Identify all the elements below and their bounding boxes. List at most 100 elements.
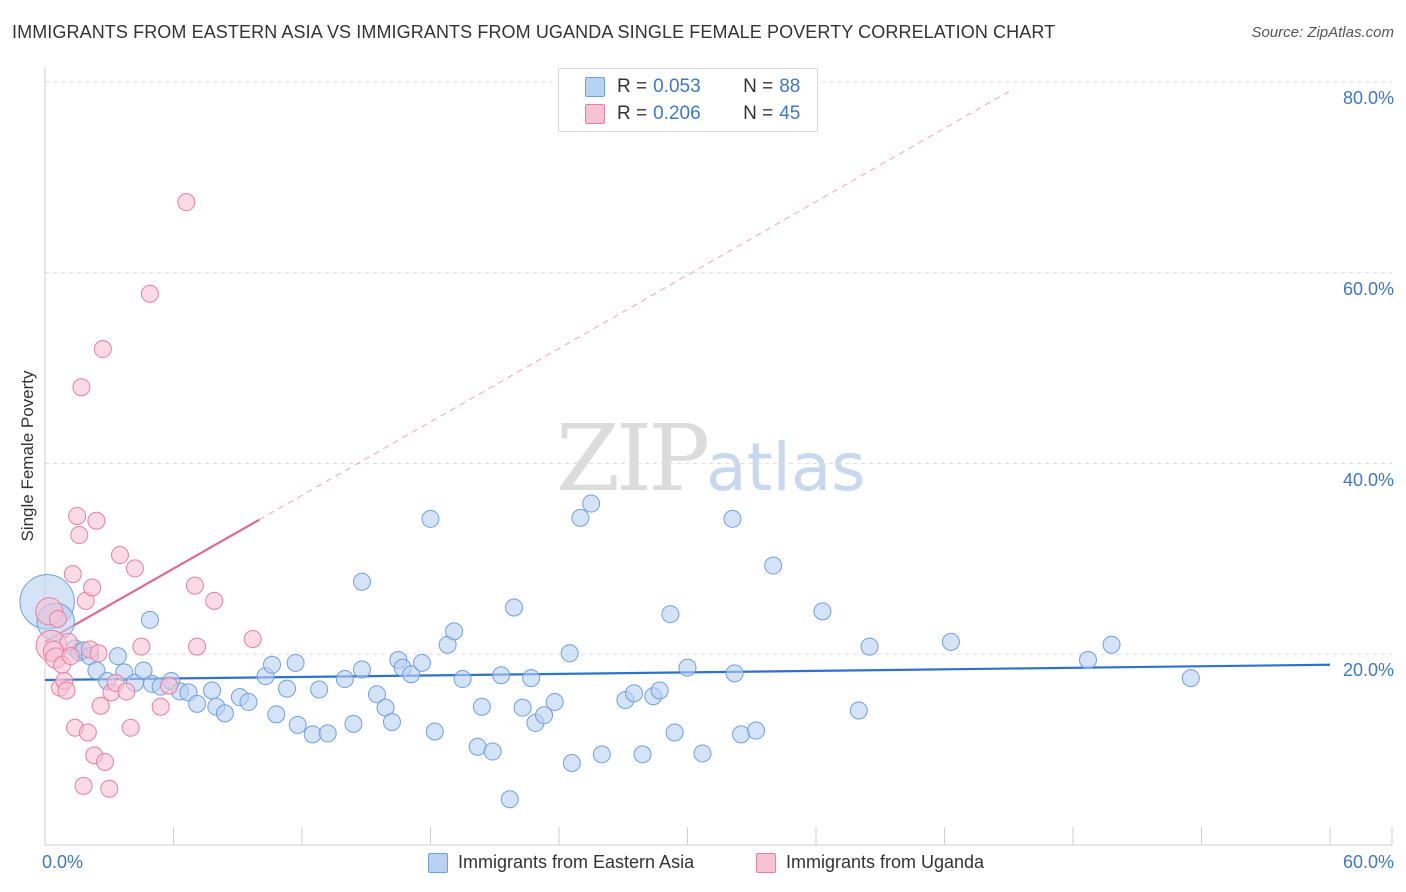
eastern-asia-point: [203, 681, 222, 700]
uganda-point: [160, 676, 179, 695]
eastern-asia-point: [535, 706, 554, 725]
eastern-asia-point: [941, 632, 960, 651]
eastern-asia-point: [665, 723, 684, 742]
uganda-point: [110, 546, 129, 565]
uganda-point: [83, 578, 102, 597]
eastern-asia-point: [633, 745, 652, 764]
eastern-asia-point: [693, 744, 712, 763]
eastern-asia-point: [560, 644, 579, 663]
eastern-asia-point: [650, 681, 669, 700]
eastern-asia-point: [1181, 669, 1200, 688]
eastern-asia-point: [344, 714, 363, 733]
legend-label: Immigrants from Uganda: [786, 852, 985, 872]
uganda-point: [63, 565, 82, 584]
eastern-asia-point: [1078, 650, 1097, 669]
eastern-asia-point: [318, 724, 337, 743]
chart-title: IMMIGRANTS FROM EASTERN ASIA VS IMMIGRAN…: [12, 22, 1056, 42]
watermark-atlas: atlas: [706, 429, 866, 506]
eastern-asia-point: [453, 670, 472, 689]
n-value: 88: [779, 76, 801, 97]
axes: [44, 67, 1393, 846]
legend-item-uganda: Immigrants from Uganda: [756, 852, 984, 873]
eastern-asia-point: [592, 745, 611, 764]
eastern-asia-point: [335, 670, 354, 689]
r-label: R =: [617, 76, 648, 97]
eastern-asia-point: [367, 685, 386, 704]
eastern-asia-point: [215, 704, 234, 723]
pink-swatch: [585, 104, 605, 124]
uganda-point: [243, 629, 262, 648]
eastern-asia-point: [747, 721, 766, 740]
x-tick-label: 60.0%: [1342, 852, 1394, 872]
eastern-asia-point: [239, 692, 258, 711]
eastern-asia-point: [545, 692, 564, 711]
stats-row-uganda: R = 0.206 N = 45: [585, 101, 800, 127]
eastern-asia-point: [303, 725, 322, 744]
x-tick-label: 0.0%: [42, 852, 84, 872]
r-value: 0.206: [653, 103, 701, 124]
uganda-point: [205, 591, 224, 610]
eastern-asia-point: [263, 655, 282, 674]
eastern-asia-point: [562, 753, 581, 772]
eastern-asia-point: [140, 610, 159, 629]
eastern-asia-point: [286, 653, 305, 672]
watermark: ZIPatlas: [556, 405, 866, 512]
eastern-asia-point: [382, 712, 401, 731]
n-label: N =: [743, 76, 774, 97]
pink-swatch: [756, 852, 776, 873]
uganda-point: [121, 718, 140, 737]
legend-label: Immigrants from Eastern Asia: [458, 852, 695, 872]
uganda-point: [70, 526, 89, 545]
eastern-asia-point: [188, 694, 207, 713]
y-axis-label: Single Female Poverty: [18, 370, 37, 542]
eastern-asia-point: [402, 665, 421, 684]
r-label: R =: [617, 103, 648, 124]
uganda-point: [91, 696, 110, 715]
eastern-asia-point: [764, 556, 783, 575]
eastern-asia-point: [421, 509, 440, 528]
eastern-asia-point: [860, 637, 879, 656]
eastern-asia-point: [723, 509, 742, 528]
y-tick-label: 60.0%: [1342, 278, 1394, 299]
uganda-point: [74, 776, 93, 795]
eastern-asia-point: [310, 680, 329, 699]
uganda-point: [100, 779, 119, 798]
uganda-point: [132, 637, 151, 656]
uganda-trend-extension: [258, 91, 1009, 521]
eastern-asia-point: [582, 494, 601, 513]
y-tick-label: 20.0%: [1342, 660, 1394, 681]
uganda-trend-line: [44, 518, 260, 643]
n-label: N =: [743, 103, 774, 124]
data-points: [19, 193, 1200, 809]
blue-swatch: [585, 77, 605, 97]
uganda-point: [140, 284, 159, 303]
eastern-asia-point: [352, 572, 371, 591]
uganda-point: [48, 609, 67, 628]
bottom-legend: Immigrants from Eastern Asia Immigrants …: [0, 852, 1406, 878]
uganda-point: [188, 637, 207, 656]
r-value: 0.053: [653, 76, 701, 97]
eastern-asia-point: [849, 701, 868, 720]
watermark-zip: ZIP: [556, 405, 710, 512]
eastern-asia-point: [505, 598, 524, 617]
uganda-point: [185, 576, 204, 595]
eastern-asia-point: [571, 508, 590, 527]
eastern-asia-point: [445, 622, 464, 641]
eastern-asia-point: [732, 725, 751, 744]
uganda-point: [78, 723, 97, 742]
uganda-point: [89, 644, 108, 663]
blue-swatch: [428, 852, 448, 873]
eastern-asia-point: [288, 715, 307, 734]
eastern-asia-point: [425, 722, 444, 741]
eastern-asia-point: [513, 698, 532, 717]
eastern-asia-point: [352, 660, 371, 679]
stats-legend: R = 0.053 N = 88 R = 0.206 N = 45: [558, 68, 818, 132]
eastern-asia-point: [412, 653, 431, 672]
eastern-asia-point: [472, 697, 491, 716]
uganda-point: [68, 506, 87, 525]
uganda-point: [177, 193, 196, 212]
eastern-asia-point: [483, 742, 502, 761]
uganda-point: [125, 559, 144, 578]
trend-lines: [44, 91, 1331, 682]
